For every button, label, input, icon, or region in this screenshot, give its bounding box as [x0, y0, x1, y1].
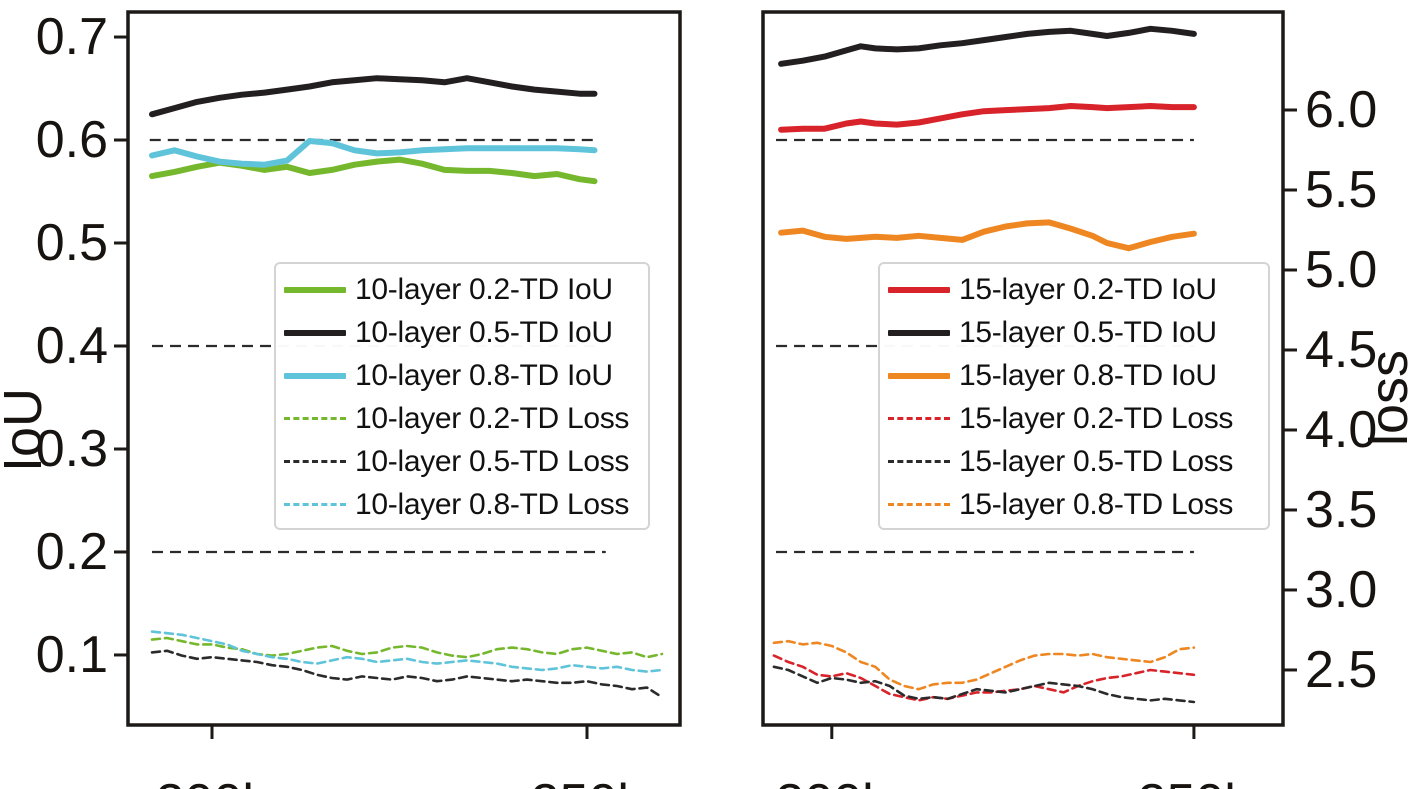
- x-tick-label: 200k: [156, 774, 270, 789]
- y-tick-label-iou: 0.2: [36, 523, 108, 581]
- y-tick-label-loss: 3.5: [1305, 481, 1377, 539]
- right-y-axis-title: loss: [1359, 349, 1410, 447]
- y-tick-label-iou: 0.5: [36, 214, 108, 272]
- legend-right-plot: 15-layer 0.2-TD IoU 15-layer 0.5-TD IoU 15…: [878, 262, 1270, 530]
- legend-item: 10-layer 0.2-TD IoU: [284, 268, 648, 311]
- legend-item-label: 15-layer 0.8-TD Loss: [959, 487, 1234, 521]
- legend-line-swatch-solid: [284, 286, 346, 293]
- legend-line-swatch-solid: [888, 372, 950, 379]
- legend-item-label: 10-layer 0.8-TD Loss: [355, 487, 630, 521]
- legend-item: 10-layer 0.5-TD Loss: [284, 440, 648, 483]
- series-15-layer-02-td-loss: [772, 654, 1196, 702]
- legend-line-swatch-dashed: [888, 503, 950, 506]
- legend-line-swatch-dashed: [284, 503, 346, 506]
- y-tick-label-loss: 3.0: [1305, 561, 1377, 619]
- series-15-layer-05-td-loss: [772, 665, 1196, 704]
- plot-border: [761, 10, 1285, 727]
- legend-line-swatch-solid: [284, 329, 346, 336]
- legend-item: 10-layer 0.2-TD Loss: [284, 397, 648, 440]
- series-10-layer-02-td-loss: [150, 636, 664, 659]
- y-tick-label-iou: 0.3: [36, 420, 108, 478]
- legend-line-swatch-solid: [888, 329, 950, 336]
- x-tick-label: 250k: [1138, 774, 1252, 789]
- series-10-layer-05-td-iou: [149, 75, 598, 118]
- series-15-layer-08-td-loss: [772, 639, 1196, 691]
- y-tick-label-iou: 0.4: [36, 317, 108, 375]
- legend-item-label: 10-layer 0.8-TD IoU: [355, 358, 613, 392]
- legend-item-label: 10-layer 0.2-TD Loss: [355, 401, 630, 435]
- y-tick-label-iou: 0.1: [36, 626, 108, 684]
- legend-item-label: 10-layer 0.2-TD IoU: [355, 272, 613, 306]
- y-tick-label-loss: 5.0: [1305, 241, 1377, 299]
- legend-item-label: 15-layer 0.2-TD Loss: [959, 401, 1234, 435]
- y-tick-label-loss: 6.0: [1305, 81, 1377, 139]
- legend-item: 15-layer 0.2-TD Loss: [888, 397, 1268, 440]
- legend-line-swatch-dashed: [888, 417, 950, 420]
- legend-item: 15-layer 0.5-TD IoU: [888, 311, 1268, 354]
- legend-line-swatch-solid: [284, 372, 346, 379]
- y-tick-label-iou: 0.7: [36, 8, 108, 66]
- legend-item-label: 10-layer 0.5-TD IoU: [355, 315, 613, 349]
- series-15-layer-08-td-iou: [778, 219, 1197, 252]
- legend-item-label: 15-layer 0.5-TD Loss: [959, 444, 1234, 478]
- legend-line-swatch-dashed: [284, 460, 346, 463]
- y-tick-label-loss: 5.5: [1305, 161, 1377, 219]
- legend-item: 15-layer 0.5-TD Loss: [888, 440, 1268, 483]
- legend-item: 10-layer 0.8-TD IoU: [284, 354, 648, 397]
- series-10-layer-08-td-iou: [149, 138, 598, 168]
- x-tick-label: 250k: [531, 774, 645, 789]
- legend-item-label: 15-layer 0.5-TD IoU: [959, 315, 1217, 349]
- legend-left-plot: 10-layer 0.2-TD IoU 10-layer 0.5-TD IoU 10…: [274, 262, 650, 530]
- plot-border: [126, 10, 682, 727]
- y-tick-label-loss: 4.5: [1305, 321, 1377, 379]
- series-15-layer-02-td-iou: [778, 103, 1197, 133]
- legend-item-label: 15-layer 0.8-TD IoU: [959, 358, 1217, 392]
- legend-line-swatch-dashed: [284, 417, 346, 420]
- y-tick-label-loss: 4.0: [1305, 401, 1377, 459]
- legend-item-label: 10-layer 0.5-TD Loss: [355, 444, 630, 478]
- legend-item: 10-layer 0.5-TD IoU: [284, 311, 648, 354]
- legend-item: 15-layer 0.8-TD IoU: [888, 354, 1268, 397]
- y-tick-label-iou: 0.6: [36, 111, 108, 169]
- series-10-layer-05-td-loss: [150, 649, 664, 699]
- legend-item-label: 15-layer 0.2-TD IoU: [959, 272, 1217, 306]
- series-10-layer-08-td-loss: [150, 630, 664, 673]
- y-tick-label-loss: 2.5: [1305, 641, 1377, 699]
- legend-item: 15-layer 0.8-TD Loss: [888, 483, 1268, 526]
- legend-line-swatch-solid: [888, 286, 950, 293]
- legend-item: 10-layer 0.8-TD Loss: [284, 483, 648, 526]
- x-tick-label: 200k: [775, 774, 889, 789]
- legend-line-swatch-dashed: [888, 460, 950, 463]
- legend-item: 15-layer 0.2-TD IoU: [888, 268, 1268, 311]
- series-15-layer-05-td-iou: [778, 25, 1197, 67]
- left-y-axis-title: IoU: [0, 387, 53, 473]
